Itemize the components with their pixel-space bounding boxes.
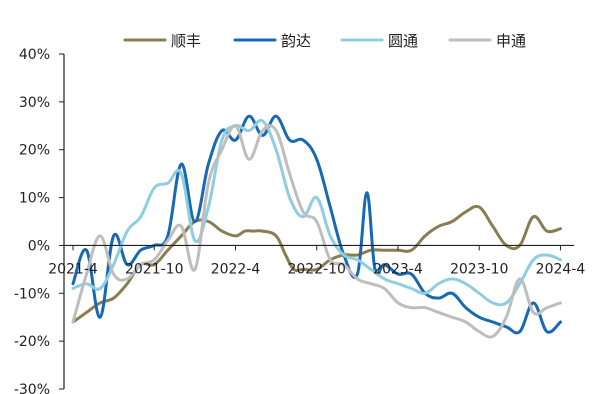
y-tick-label: 30% bbox=[19, 95, 50, 111]
y-tick-label: -30% bbox=[14, 382, 50, 394]
legend: 顺丰 韵达 圆通 申通 bbox=[123, 32, 526, 50]
legend-label-2: 韵达 bbox=[281, 32, 311, 50]
x-tick-label: 2021-4 bbox=[48, 261, 98, 277]
legend-label-4: 申通 bbox=[496, 32, 526, 50]
x-tick-label: 2023-4 bbox=[373, 261, 423, 277]
legend-label-3: 圆通 bbox=[388, 32, 418, 50]
series-lines bbox=[71, 114, 562, 339]
y-tick-label: 20% bbox=[19, 143, 50, 159]
y-tick-label: 40% bbox=[19, 47, 50, 63]
x-tick-label: 2021-10 bbox=[125, 261, 184, 277]
x-tick-label: 2024-4 bbox=[536, 261, 586, 277]
series-line-3 bbox=[71, 118, 562, 307]
series-line-4 bbox=[71, 124, 562, 339]
x-tick-label: 2022-4 bbox=[211, 261, 261, 277]
y-tick-label: 0% bbox=[28, 238, 50, 254]
y-tick-label: -20% bbox=[14, 334, 50, 350]
legend-label-1: 顺丰 bbox=[171, 32, 201, 50]
axes: -30% -20% -10% 0% 10% 20% 30% 40% 2021-4 2021-10 2… bbox=[14, 47, 586, 394]
x-tick-label: 2022-10 bbox=[287, 261, 346, 277]
x-tick-label: 2023-10 bbox=[450, 261, 509, 277]
y-tick-label: -10% bbox=[14, 286, 50, 302]
y-tick-label: 10% bbox=[19, 191, 50, 207]
series-line-1 bbox=[71, 204, 562, 324]
